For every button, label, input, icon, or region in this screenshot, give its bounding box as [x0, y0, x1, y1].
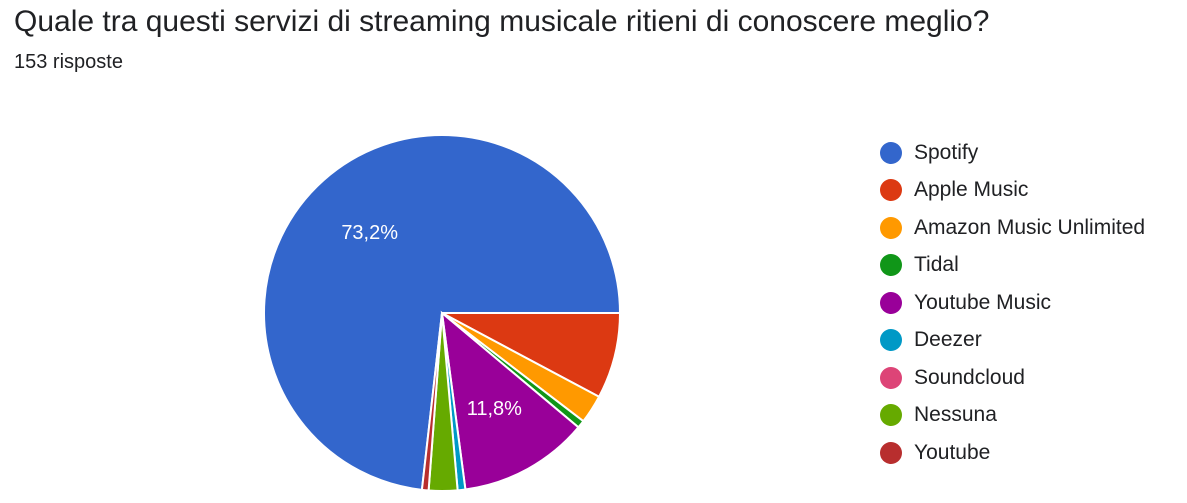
legend-label: Soundcloud	[914, 365, 1025, 389]
legend-item-deezer[interactable]: Deezer	[880, 322, 1145, 360]
response-count: 153 risposte	[14, 51, 123, 73]
legend-item-spotify[interactable]: Spotify	[880, 134, 1145, 172]
legend-label: Nessuna	[914, 403, 997, 427]
legend-swatch-icon	[880, 141, 902, 164]
pie-slice-youtube	[420, 312, 443, 492]
legend-swatch-icon	[880, 329, 902, 352]
legend-label: Apple Music	[914, 178, 1029, 202]
legend-label: Youtube	[914, 440, 991, 464]
legend-label: Amazon Music Unlimited	[914, 215, 1146, 239]
legend-item-nessuna[interactable]: Nessuna	[880, 397, 1145, 435]
legend-item-amazon-music-unlimited[interactable]: Amazon Music Unlimited	[880, 209, 1145, 247]
legend-label: Deezer	[914, 328, 982, 352]
legend-swatch-icon	[880, 441, 902, 464]
legend-label: Spotify	[914, 140, 979, 164]
legend-label: Tidal	[914, 253, 959, 277]
legend-item-youtube-music[interactable]: Youtube Music	[880, 284, 1145, 322]
chart-title: Quale tra questi servizi di streaming mu…	[14, 5, 990, 38]
legend-item-youtube[interactable]: Youtube	[880, 434, 1145, 472]
legend-item-tidal[interactable]: Tidal	[880, 247, 1145, 285]
legend-swatch-icon	[880, 216, 902, 239]
chart-legend: Spotify Apple Music Amazon Music Unlimited…	[880, 134, 1145, 472]
legend-swatch-icon	[880, 254, 902, 277]
legend-swatch-icon	[880, 179, 902, 202]
legend-swatch-icon	[880, 291, 902, 314]
pie-chart: 73,2% 11,8%	[263, 134, 622, 492]
slice-label-spotify: 73,2%	[341, 222, 398, 244]
legend-swatch-icon	[880, 404, 902, 427]
pie-slice-youtube-music	[440, 310, 580, 491]
legend-swatch-icon	[880, 366, 902, 389]
legend-label: Youtube Music	[914, 290, 1051, 314]
slice-label-youtube-music: 11,8%	[467, 398, 522, 420]
legend-item-soundcloud[interactable]: Soundcloud	[880, 359, 1145, 397]
legend-item-apple-music[interactable]: Apple Music	[880, 172, 1145, 210]
